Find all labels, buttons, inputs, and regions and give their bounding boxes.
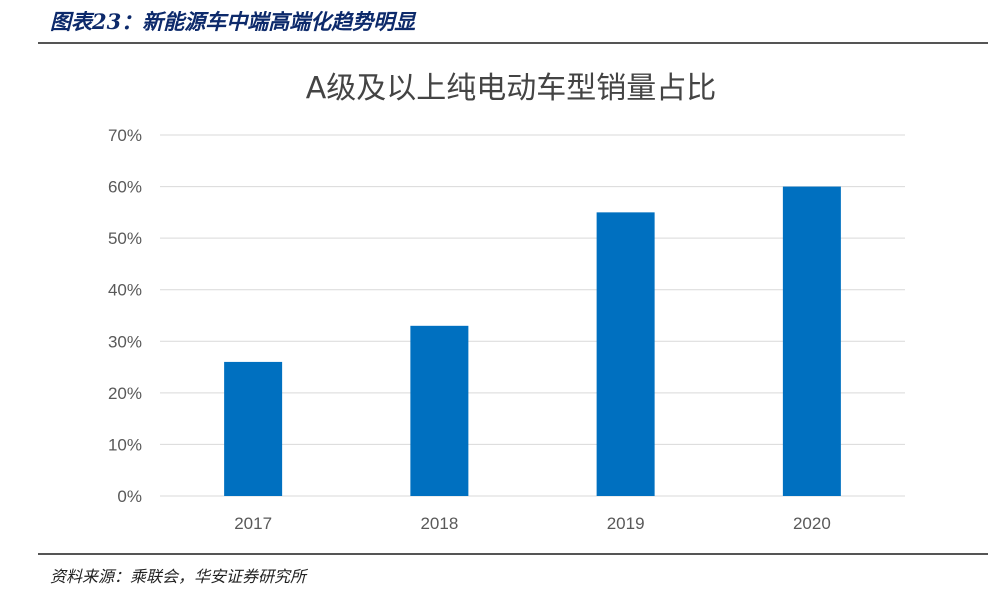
chart-title: A级及以上纯电动车型销量占比 (306, 71, 717, 106)
x-tick-label: 2019 (607, 514, 645, 533)
y-tick-label: 60% (108, 178, 142, 197)
y-tick-label: 40% (108, 281, 142, 300)
y-tick-label: 70% (108, 126, 142, 145)
x-tick-label: 2017 (234, 514, 272, 533)
x-tick-label: 2020 (793, 514, 831, 533)
y-tick-label: 20% (108, 384, 142, 403)
bars (224, 186, 841, 497)
bar-2017 (224, 361, 283, 496)
y-tick-label: 30% (108, 332, 142, 351)
bottom-rule (38, 553, 988, 555)
y-axis-ticks: 0% 10% 20% 30% 40% 50% 60% 70% (108, 126, 142, 506)
y-tick-label: 0% (117, 487, 142, 506)
bar-2018 (410, 325, 469, 496)
bar-2020 (782, 186, 841, 497)
x-tick-label: 2018 (420, 514, 458, 533)
gridlines (160, 134, 905, 497)
y-tick-label: 10% (108, 435, 142, 454)
x-axis-ticks: 2017 2018 2019 2020 (234, 514, 831, 533)
bar-2019 (596, 212, 655, 496)
figure-title: 图表23：新能源车中端高端化趋势明显 (50, 9, 416, 34)
y-tick-label: 50% (108, 229, 142, 248)
top-rule (38, 42, 988, 44)
source-note: 资料来源：乘联会，华安证券研究所 (50, 567, 307, 586)
